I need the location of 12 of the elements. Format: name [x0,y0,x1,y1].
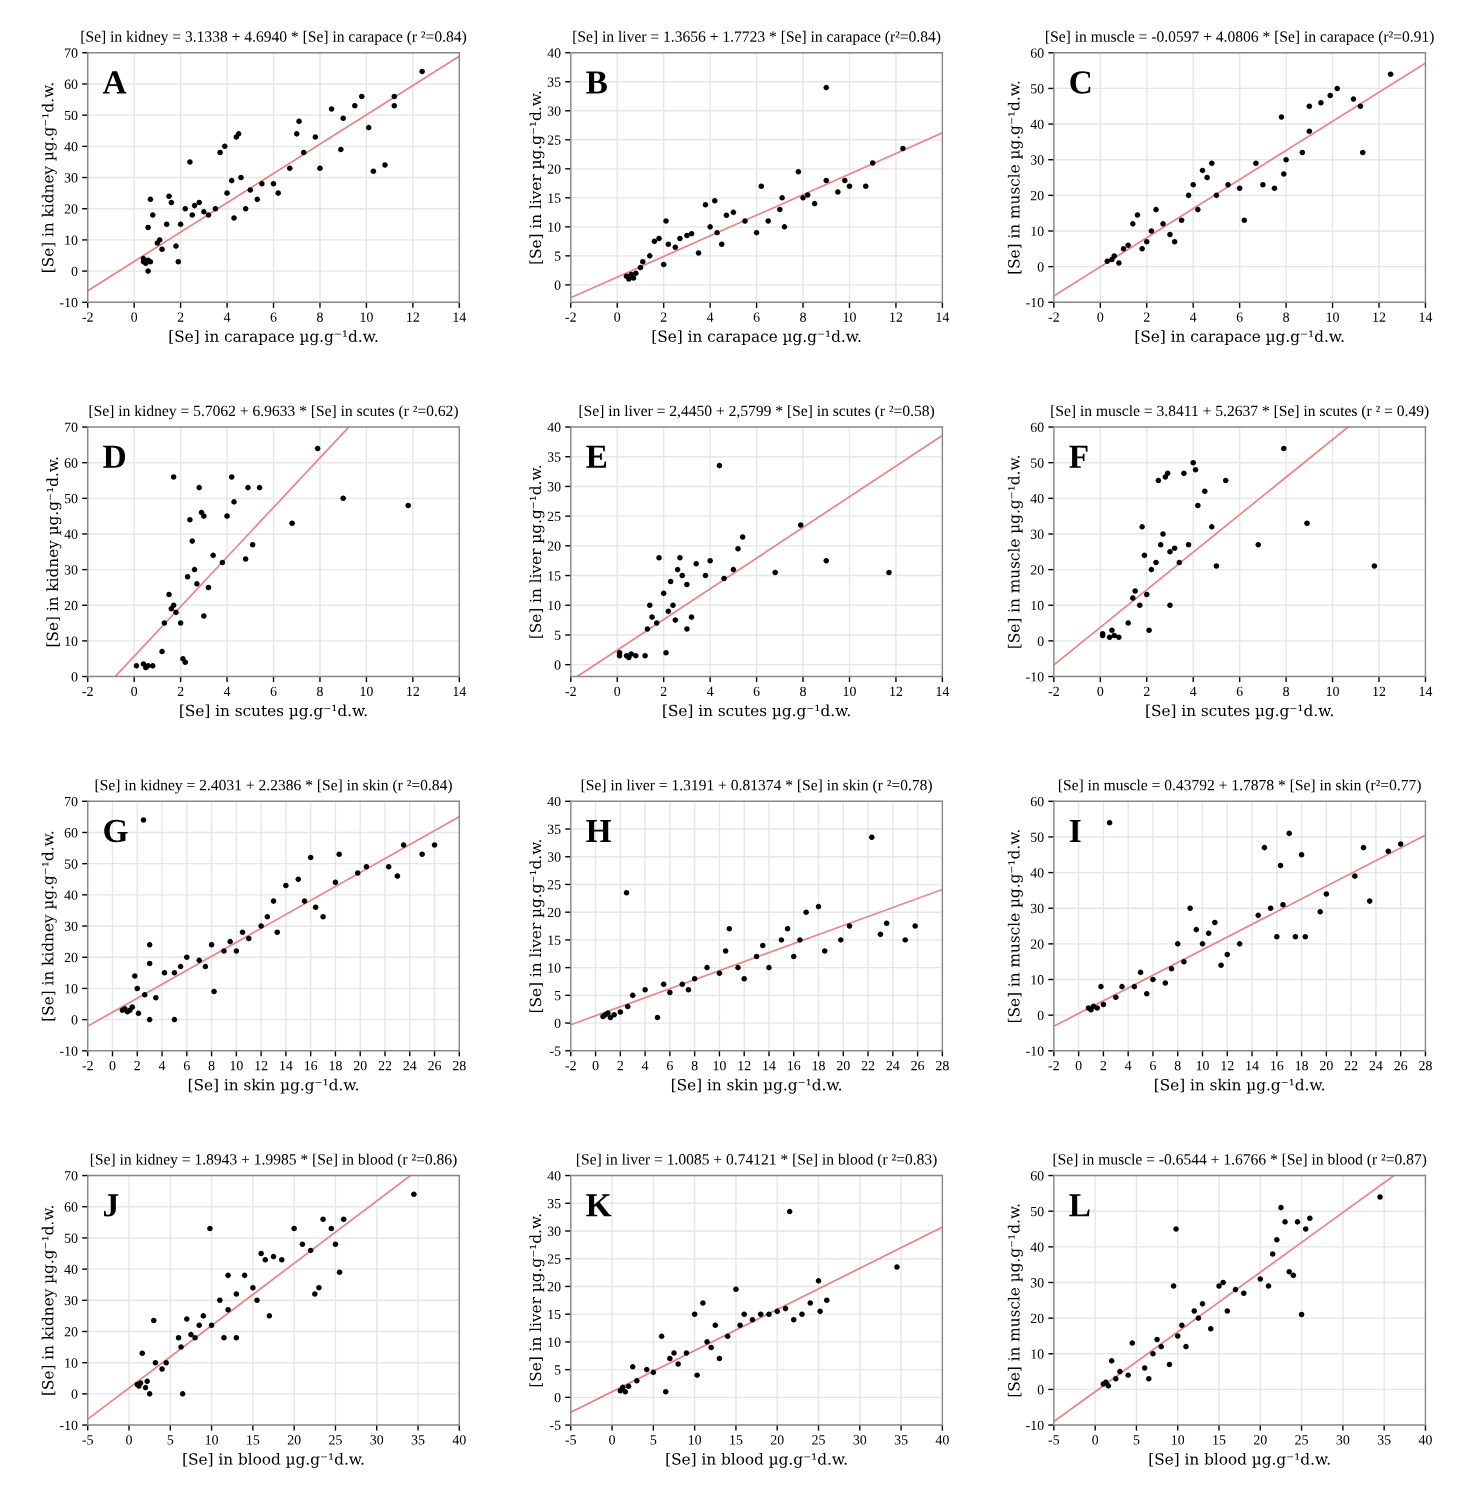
annotation: B [586,71,607,94]
annotation: K [586,1194,612,1217]
annotation: H [586,820,612,842]
annotation: C [1070,71,1091,94]
annotation: I [1069,820,1081,842]
annotation: F [1069,445,1088,468]
annotation: D [103,445,126,468]
annotation: E [586,445,607,468]
annotation: L [1069,1194,1090,1217]
annotation: J [104,1194,119,1217]
annotation: G [104,819,128,843]
annotation: A [102,71,127,94]
